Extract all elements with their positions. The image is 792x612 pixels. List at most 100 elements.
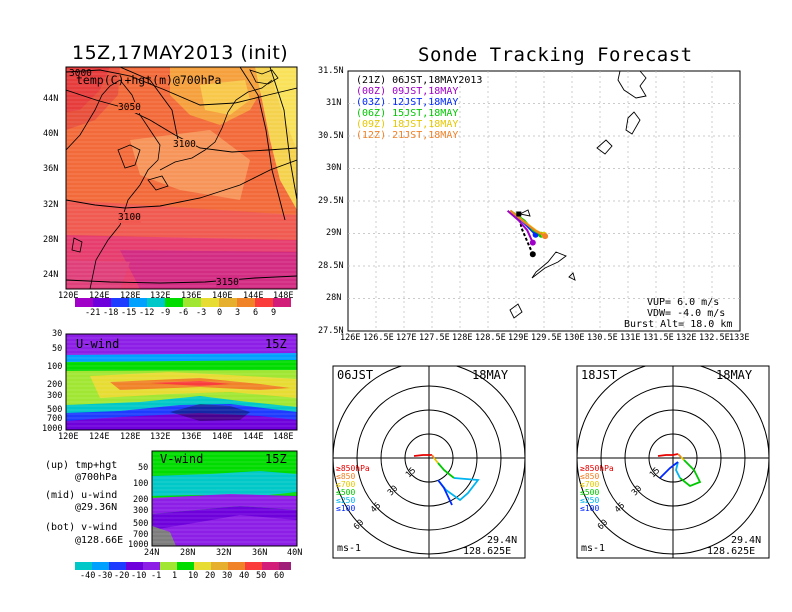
track-line bbox=[509, 209, 546, 237]
track-lat-tick: 31N bbox=[326, 98, 342, 108]
map-lon-tick: 128E bbox=[120, 291, 141, 301]
legend-code: (21Z) bbox=[356, 75, 387, 86]
vwind-p-tick: 300 bbox=[133, 506, 149, 516]
level-label: ≤100 bbox=[336, 504, 356, 513]
legend-entry: (00Z) 09JST,18MAY bbox=[356, 86, 458, 97]
uwind-p-tick: 500 bbox=[47, 405, 63, 415]
level-label: ≤500 bbox=[580, 488, 600, 497]
note-mid-line1: (mid) u-wind bbox=[45, 490, 118, 501]
track-lon-tick: 128E bbox=[452, 333, 473, 343]
map-lon-tick: 120E bbox=[58, 291, 79, 301]
colorbar-label: -18 bbox=[103, 308, 119, 318]
track-lon-tick: 128.5E bbox=[475, 333, 506, 343]
vwind-colorbar-label: 40 bbox=[239, 571, 250, 581]
map-contour-label: 3150 bbox=[216, 277, 239, 288]
uwind-crosssection bbox=[66, 334, 297, 430]
note-bot-line2: @128.66E bbox=[75, 535, 124, 546]
vwind-p-tick: 200 bbox=[133, 495, 149, 505]
uwind-time: 15Z bbox=[265, 337, 287, 351]
map-field-label: temp(C)+hgt(m)@700hPa bbox=[76, 73, 222, 87]
hodo1-lon: 128.625E bbox=[463, 546, 512, 557]
vwind-colorbar bbox=[75, 562, 291, 570]
track-lon-tick: 126E bbox=[340, 333, 361, 343]
legend-text: 12JST,18MAY bbox=[392, 97, 459, 108]
track-lon-tick: 126.5E bbox=[363, 333, 394, 343]
level-label: ≥850hPa bbox=[336, 464, 370, 473]
note-up-line2: @700hPa bbox=[75, 472, 118, 483]
track-lon-tick: 131E bbox=[620, 333, 641, 343]
legend-text: 18JST,18MAY bbox=[392, 119, 459, 130]
vwind-p-tick: 700 bbox=[133, 530, 149, 540]
legend-text: 21JST,18MAY bbox=[392, 130, 459, 141]
uwind-lon-tick: 124E bbox=[89, 432, 110, 442]
vwind-lat-tick: 24N bbox=[144, 548, 160, 558]
vwind-colorbar-label: -1 bbox=[151, 571, 162, 581]
legend-entry: (03Z) 12JST,18MAY bbox=[356, 97, 458, 108]
track-lon-tick: 129E bbox=[508, 333, 529, 343]
note-bot-line1: (bot) v-wind bbox=[45, 522, 118, 533]
legend-entry: (06Z) 15JST,18MAY bbox=[356, 108, 458, 119]
track-lon-tick: 133E bbox=[729, 333, 750, 343]
legend-entry: (12Z) 21JST,18MAY bbox=[356, 130, 458, 141]
vwind-colorbar-label: -10 bbox=[131, 571, 147, 581]
level-label: ≤100 bbox=[580, 504, 600, 513]
hodo1-time: 06JST bbox=[337, 368, 374, 382]
map-contour-label: 3100 bbox=[118, 212, 141, 223]
track-lon-tick: 127E bbox=[396, 333, 417, 343]
uwind-p-tick: 700 bbox=[47, 414, 63, 424]
map-lat-tick: 36N bbox=[43, 164, 59, 174]
vwind-p-tick: 500 bbox=[133, 519, 149, 529]
colorbar-label: -12 bbox=[139, 308, 155, 318]
uwind-lon-tick: 144E bbox=[243, 432, 264, 442]
legend-entry: (09Z) 18JST,18MAY bbox=[356, 119, 458, 130]
vwind-p-tick: 100 bbox=[133, 479, 149, 489]
hodo1-units: ms-1 bbox=[337, 543, 362, 554]
vwind-colorbar-label: -20 bbox=[114, 571, 130, 581]
hodo1-level-legend: ≥850hPa ≤850 ≤700 ≤500 ≤250 ≤100 bbox=[336, 465, 370, 513]
vwind-colorbar-label: -40 bbox=[80, 571, 96, 581]
level-label: ≤250 bbox=[336, 496, 356, 505]
level-label: ≤850 bbox=[580, 472, 600, 481]
uwind-p-tick: 300 bbox=[47, 391, 63, 401]
uwind-lon-tick: 140E bbox=[212, 432, 233, 442]
level-label: ≤700 bbox=[336, 480, 356, 489]
map-lon-tick: 148E bbox=[273, 291, 294, 301]
vwind-colorbar-label: 60 bbox=[274, 571, 285, 581]
vwind-p-tick: 1000 bbox=[128, 540, 149, 550]
track-marks bbox=[506, 209, 549, 258]
uwind-lon-tick: 120E bbox=[58, 432, 79, 442]
colorbar-label: 0 bbox=[217, 308, 223, 318]
track-lat-tick: 27.5N bbox=[318, 326, 344, 336]
vwind-colorbar-label: 1 bbox=[172, 571, 178, 581]
colorbar-label: -9 bbox=[160, 308, 171, 318]
level-label: ≤250 bbox=[580, 496, 600, 505]
track-map bbox=[347, 70, 741, 332]
vwind-colorbar-label: 10 bbox=[188, 571, 199, 581]
hodo2-lon: 128.625E bbox=[707, 546, 756, 557]
vwind-p-tick: 50 bbox=[138, 463, 149, 473]
track-endpoint bbox=[529, 239, 536, 246]
colorbar-label: -6 bbox=[178, 308, 189, 318]
hodo2-lat: 29.4N bbox=[731, 535, 762, 546]
map-lon-tick: 144E bbox=[243, 291, 264, 301]
level-label: ≥850hPa bbox=[580, 464, 614, 473]
temperature-map-frame bbox=[65, 66, 298, 290]
colorbar-label: -21 bbox=[85, 308, 101, 318]
hodo2-level-legend: ≥850hPa ≤850 ≤700 ≤500 ≤250 ≤100 bbox=[580, 465, 614, 513]
uwind-frame bbox=[65, 333, 298, 431]
map-lat-tick: 32N bbox=[43, 200, 59, 210]
track-endpoint bbox=[529, 251, 536, 258]
uwind-p-tick: 100 bbox=[47, 362, 63, 372]
track-endpoint bbox=[542, 233, 549, 240]
uwind-lon-tick: 148E bbox=[273, 432, 294, 442]
track-lon-tick: 127.5E bbox=[419, 333, 450, 343]
uwind-p-tick: 200 bbox=[47, 380, 63, 390]
vwind-colorbar-label: 30 bbox=[222, 571, 233, 581]
vwind-colorbar-label: 50 bbox=[256, 571, 267, 581]
vwind-colorbar-label: -30 bbox=[97, 571, 113, 581]
level-label: ≤500 bbox=[336, 488, 356, 497]
uwind-lon-tick: 136E bbox=[181, 432, 202, 442]
map-lon-tick: 140E bbox=[212, 291, 233, 301]
param-vdw: VDW= -4.0 m/s bbox=[647, 308, 726, 319]
legend-code: (09Z) bbox=[356, 119, 387, 130]
